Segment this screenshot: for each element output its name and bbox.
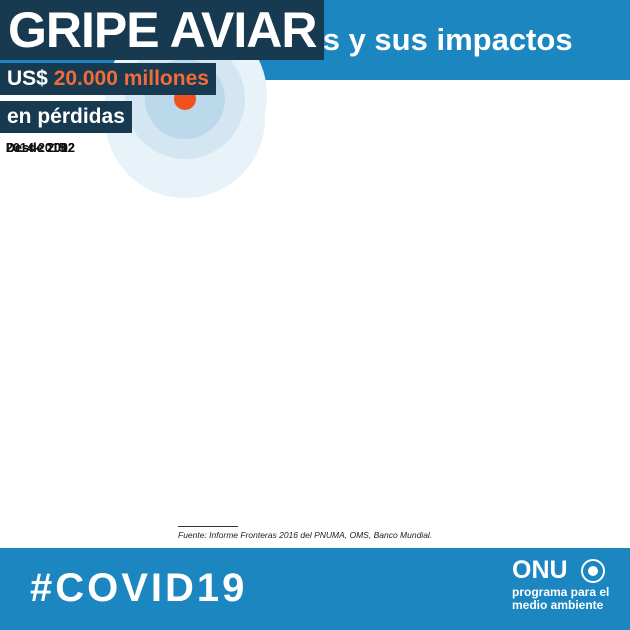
stat-line: US$ 20.000 millones [0,63,216,95]
footer-band [0,548,630,630]
since: Desde 2012 [6,141,75,155]
org-subtitle: programa para el medio ambiente [512,585,610,612]
stat-text: US$ [7,67,54,90]
source: Fuente: Informe Fronteras 2016 del PNUMA… [178,530,433,540]
since: Desde 2002 [6,141,75,155]
hashtag: #COVID19 [30,566,248,610]
panel-title: GRIPE AVIAR [0,0,325,60]
org-name: ONU [512,556,568,584]
org-emblem [581,559,605,583]
since: Desde 2002 [6,141,75,155]
since: 2014-2015 [6,141,66,155]
stat-line: en pérdidas [0,101,132,133]
stat-text: 20.000 millones [53,67,209,90]
source-rule [178,526,238,527]
stat-text: en pérdidas [7,105,125,128]
